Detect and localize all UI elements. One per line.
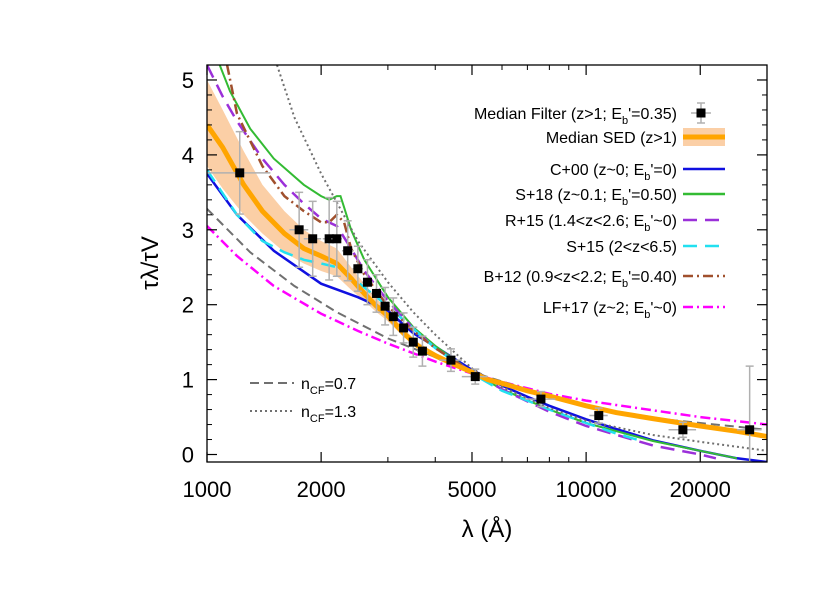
y-tick-label-1: 1 — [182, 368, 194, 393]
x-tick-label-2: 5000 — [448, 477, 497, 502]
filter-marker — [372, 288, 382, 298]
legend-label-0: Median Filter (z>1; Eb'=0.35) — [474, 106, 677, 127]
series-line-3 — [207, 169, 642, 443]
median-filter-point-16 — [525, 390, 556, 408]
y-axis-title: τλ/τV — [137, 236, 164, 290]
filter-marker — [332, 234, 342, 244]
y-tick-label-0: 0 — [182, 443, 194, 468]
cf-legend-entry-0: nCF=0.7 — [250, 376, 356, 397]
plot-area — [207, 65, 767, 462]
filter-marker — [678, 425, 688, 435]
x-tick-label-1: 2000 — [297, 477, 346, 502]
median-filter-point-15 — [461, 368, 488, 385]
median-filter-point-3 — [322, 196, 336, 281]
x-axis-title: λ (Å) — [462, 515, 513, 543]
legend-label-7: LF+17 (z~2; Eb'~0) — [543, 300, 677, 321]
y-tick-label-3: 3 — [182, 218, 194, 243]
filter-marker — [380, 301, 390, 311]
legend-entry-5: S+15 (2<z<6.5) — [566, 239, 725, 256]
cf-legend-label-1: nCF=1.3 — [301, 404, 356, 425]
series-line-0 — [207, 172, 767, 462]
series-line-7 — [276, 65, 767, 452]
cf-legend-label-0: nCF=0.7 — [301, 376, 356, 397]
y-axis-title-text: τλ/τV — [137, 236, 164, 290]
median-filter-point-1 — [289, 191, 309, 268]
x-tick-label-3: 10000 — [556, 477, 617, 502]
legend-entry-6: B+12 (0.9<z<2.2; Eb'=0.40) — [484, 269, 725, 290]
axis-ticks: 1000 2000 5000 10000 20000 0 1 2 3 4 5 — [182, 65, 768, 502]
filter-marker — [594, 411, 604, 421]
legend-entry-1: Median SED (z>1) — [546, 128, 725, 147]
filter-marker — [324, 234, 334, 244]
x-tick-label-0: 1000 — [183, 477, 232, 502]
median-filter-point-6 — [352, 245, 364, 292]
y-tick-label-4: 4 — [182, 143, 194, 168]
filter-marker — [745, 425, 755, 435]
cf-legend-entry-1: nCF=1.3 — [250, 404, 356, 425]
median-filter-point-19 — [736, 365, 762, 462]
filter-marker — [353, 264, 363, 274]
median-filter-point-17 — [589, 407, 608, 424]
series-line-1 — [218, 65, 738, 460]
legend-label-5: S+15 (2<z<6.5) — [566, 239, 677, 256]
y-tick-label-2: 2 — [182, 293, 194, 318]
legend-label-1: Median SED (z>1) — [546, 130, 677, 147]
median-filter-point-4 — [331, 200, 342, 277]
filter-marker — [470, 372, 480, 382]
filter-marker — [294, 225, 304, 235]
legend-label-2: C+00 (z~0; Eb'=0) — [550, 162, 677, 183]
legend-entry-0: Median Filter (z>1; Eb'=0.35) — [474, 102, 711, 127]
legend-entry-7: LF+17 (z~2; Eb'~0) — [543, 300, 725, 321]
filter-marker — [343, 246, 353, 256]
median-filter-point-18 — [668, 421, 697, 439]
median-sed-line — [207, 123, 767, 439]
x-axis-title-text: λ (Å) — [462, 515, 513, 543]
filter-marker — [408, 337, 418, 347]
median-filter-point-14 — [439, 348, 462, 373]
median-filter-point-11 — [398, 312, 409, 344]
legend-entry-3: S+18 (z~0.1; Eb'=0.50) — [515, 187, 725, 208]
median-filter-point-8 — [371, 273, 382, 313]
cf-legend: nCF=0.7 nCF=1.3 — [250, 376, 356, 425]
y-tick-label-5: 5 — [182, 68, 194, 93]
filter-marker — [446, 355, 456, 365]
filter-marker — [235, 168, 245, 178]
median-filter-point-13 — [416, 335, 428, 367]
legend-label-4: R+15 (1.4<z<2.6; Eb'~0) — [505, 213, 677, 234]
series-line-2 — [207, 65, 717, 460]
legend-label-3: S+18 (z~0.1; Eb'=0.50) — [515, 187, 677, 208]
filter-marker — [362, 277, 372, 287]
median-filter-point-5 — [341, 220, 354, 282]
median-sed-band — [207, 80, 767, 439]
filter-marker — [417, 346, 427, 356]
x-tick-label-4: 20000 — [670, 477, 731, 502]
median-filter-point-9 — [380, 286, 391, 326]
median-filter-point-2 — [303, 200, 322, 277]
filter-marker — [388, 312, 398, 322]
filter-marker — [399, 323, 409, 333]
median-filter-point-0 — [207, 130, 271, 215]
median-filter-point-10 — [388, 297, 398, 337]
legend-entry-2: C+00 (z~0; Eb'=0) — [550, 162, 725, 183]
median-filter-point-12 — [408, 326, 418, 358]
legend-filter-marker — [696, 108, 706, 118]
filter-marker — [536, 394, 546, 404]
median-filter-point-7 — [361, 259, 373, 306]
plot-frame — [206, 64, 768, 463]
legend-entry-4: R+15 (1.4<z<2.6; Eb'~0) — [505, 213, 725, 234]
filter-marker — [308, 234, 318, 244]
series-line-5 — [207, 225, 767, 426]
legend: Median Filter (z>1; Eb'=0.35) Median SED … — [474, 102, 725, 321]
legend-label-6: B+12 (0.9<z<2.2; Eb'=0.40) — [484, 269, 677, 290]
